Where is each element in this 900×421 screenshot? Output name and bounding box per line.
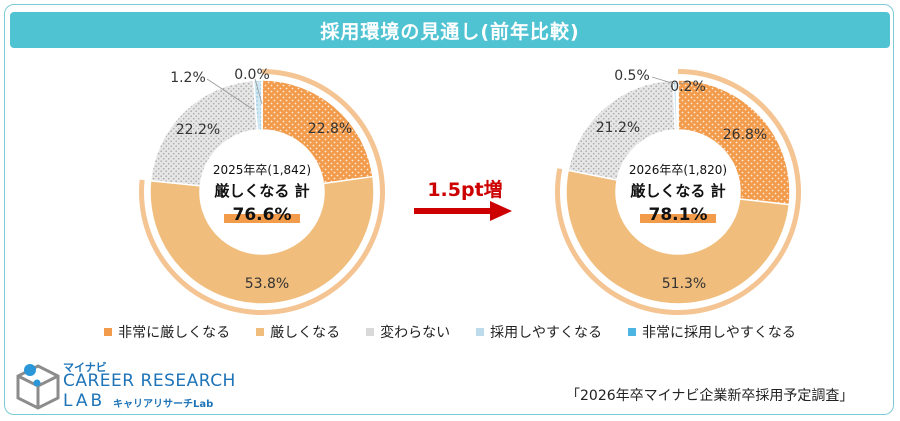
- increase-arrow-shaft: [414, 208, 492, 214]
- donut-slice: [675, 79, 679, 131]
- center-value-underline: [640, 214, 716, 223]
- slice-label: 0.0%: [234, 67, 270, 83]
- slice-label: 1.2%: [170, 70, 206, 86]
- logo-dot-icon-2: [33, 379, 41, 387]
- legend-label: 変わらない: [380, 325, 451, 341]
- source-note: 「2026年卒マイナビ企業新卒採用予定調査」: [566, 388, 854, 404]
- logo-mark: [16, 364, 60, 410]
- logo-lab: LAB: [63, 391, 106, 411]
- legend-item: 採用しやすくなる: [476, 322, 602, 342]
- chart-title: 採用環境の見通し(前年比較): [10, 12, 890, 48]
- donut-slice: [149, 175, 375, 305]
- increase-arrow-head: [490, 201, 512, 221]
- legend-item: 変わらない: [366, 322, 450, 342]
- logo-dot-icon: [24, 364, 36, 376]
- center-value: 76.6%: [233, 205, 292, 225]
- legend-swatch: [104, 328, 113, 336]
- legend-item: 厳しくなる: [256, 322, 340, 342]
- leader-line: [651, 76, 676, 85]
- slice-label: 21.2%: [596, 120, 640, 136]
- legend-label: 非常に採用しやすくなる: [642, 325, 796, 341]
- leader-line: [206, 78, 255, 111]
- legend-swatch: [628, 328, 636, 336]
- leader-line: [254, 78, 263, 105]
- logo-sub: キャリアリサーチLab: [113, 399, 214, 410]
- center-label: 厳しくなる 計: [214, 182, 309, 200]
- legend-swatch: [366, 328, 375, 336]
- legend-label: 非常に厳しくなる: [118, 325, 231, 341]
- chart-subtitle: 2025年卒(1,842): [213, 163, 311, 177]
- chart-subtitle: 2026年卒(1,820): [629, 163, 727, 177]
- slice-label: 53.8%: [245, 276, 289, 292]
- center-label: 厳しくなる 計: [630, 182, 725, 200]
- legend-swatch: [256, 328, 265, 336]
- outer-frame: [4, 4, 894, 415]
- legend-label: 厳しくなる: [270, 325, 341, 341]
- slice-label: 22.2%: [176, 122, 220, 138]
- center-value: 78.1%: [649, 205, 708, 225]
- center-value-underline: [224, 214, 300, 223]
- legend-item: 非常に採用しやすくなる: [628, 322, 796, 342]
- legend: 非常に厳しくなる 厳しくなる 変わらない 採用しやすくなる 非常に採用しやすくなる: [0, 322, 900, 342]
- legend-swatch: [476, 328, 485, 336]
- slice-label: 0.2%: [670, 79, 706, 95]
- donut-slice: [565, 169, 791, 305]
- slice-label: 0.5%: [614, 68, 650, 84]
- donut-slice: [677, 79, 791, 206]
- donut-slice: [261, 79, 374, 185]
- logo-brand-small: マイナビ: [63, 361, 107, 374]
- legend-item: 非常に厳しくなる: [104, 322, 230, 342]
- leader-line: [678, 81, 689, 85]
- slice-label: 22.8%: [308, 121, 352, 137]
- legend-label: 採用しやすくなる: [490, 325, 602, 341]
- slice-label: 26.8%: [723, 127, 767, 143]
- arrow-label: 1.5pt増: [427, 178, 502, 201]
- logo-career-research: CAREER RESEARCH: [63, 371, 236, 391]
- slice-label: 51.3%: [662, 276, 706, 292]
